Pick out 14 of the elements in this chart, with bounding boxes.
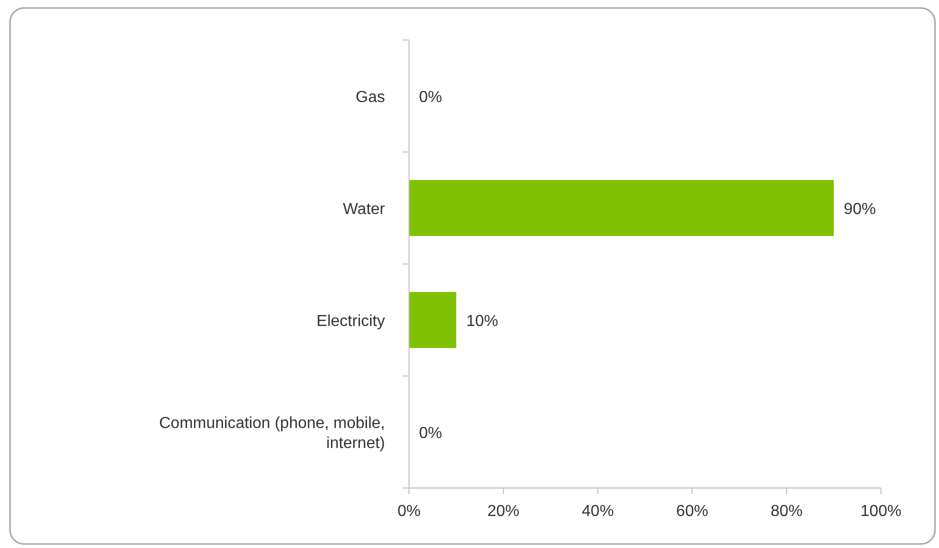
x-tick-label: 80%: [770, 503, 803, 520]
y-tick-label: Gas: [356, 89, 385, 106]
data-label: 10%: [466, 313, 498, 330]
x-tick-label: 100%: [860, 503, 902, 520]
data-label: 90%: [844, 201, 876, 218]
x-tick-label: 0%: [397, 503, 421, 520]
y-tick-label: Electricity: [316, 313, 385, 330]
y-tick-label: Communication (phone, mobile, internet): [159, 415, 385, 452]
x-tick-label: 20%: [487, 503, 520, 520]
x-tick-label: 60%: [676, 503, 708, 520]
data-label: 0%: [419, 89, 442, 106]
y-tick-label: Water: [342, 201, 386, 218]
x-tick-label: 40%: [582, 503, 614, 520]
data-label: 0%: [419, 425, 442, 442]
